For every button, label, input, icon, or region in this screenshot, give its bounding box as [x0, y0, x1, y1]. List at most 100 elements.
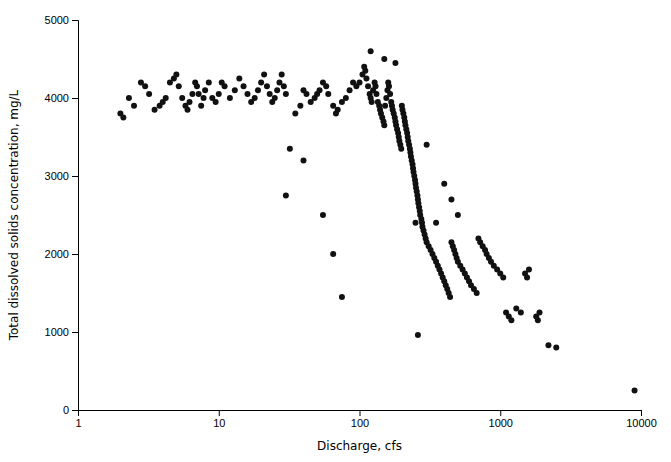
point [441, 181, 447, 187]
point [323, 83, 329, 89]
tick: 5000 [45, 14, 78, 26]
point [272, 95, 278, 101]
x-axis-title: Discharge, cfs [317, 439, 402, 453]
point [317, 87, 323, 93]
point [252, 95, 258, 101]
points [117, 48, 637, 393]
point [369, 99, 375, 105]
tick-label: 1 [75, 417, 81, 429]
point [553, 345, 559, 351]
tick-label: 0 [63, 404, 69, 416]
point [292, 111, 298, 117]
point [363, 76, 369, 82]
tick-mark [72, 98, 78, 99]
point [381, 122, 387, 128]
point [526, 267, 532, 273]
tick: 100 [351, 410, 369, 429]
point [201, 95, 207, 101]
point [381, 56, 387, 62]
point [508, 317, 514, 323]
tick: 1 [75, 410, 81, 429]
point [536, 310, 542, 316]
point [386, 83, 392, 89]
point [335, 107, 341, 113]
point [347, 87, 353, 93]
point [274, 87, 280, 93]
point [281, 83, 287, 89]
point [189, 91, 195, 97]
point [283, 91, 289, 97]
point [185, 107, 191, 113]
point [392, 60, 398, 66]
point [194, 83, 200, 89]
point [241, 83, 247, 89]
tick: 1000 [45, 326, 78, 338]
point [152, 107, 158, 113]
point [222, 83, 228, 89]
point [287, 146, 293, 152]
point [261, 72, 267, 78]
point [173, 72, 179, 78]
tick-mark [360, 410, 361, 416]
point [206, 79, 212, 85]
tick-label: 10 [213, 417, 225, 429]
axis-line [72, 21, 79, 411]
tick-label: 3000 [45, 170, 69, 182]
point [415, 332, 421, 338]
tick: 0 [63, 404, 78, 416]
point [187, 99, 193, 105]
point [387, 91, 393, 97]
point [339, 294, 345, 300]
point [244, 91, 250, 97]
tick-label: 5000 [45, 14, 69, 26]
point [202, 87, 208, 93]
point [365, 83, 371, 89]
tick: 10 [213, 410, 225, 429]
point [362, 68, 368, 74]
point [433, 220, 439, 226]
point [373, 91, 379, 97]
point [518, 310, 524, 316]
point [382, 103, 388, 109]
point [146, 91, 152, 97]
point [398, 146, 404, 152]
point [343, 95, 349, 101]
tick: 2000 [45, 248, 78, 260]
point [330, 103, 336, 109]
x-axis: 110100100010000 [75, 410, 656, 429]
point [255, 87, 261, 93]
point [320, 212, 326, 218]
tick-mark [72, 332, 78, 333]
tick-mark [72, 176, 78, 177]
point [179, 95, 185, 101]
point [373, 83, 379, 89]
point [216, 91, 222, 97]
point [198, 103, 204, 109]
point [163, 95, 169, 101]
tick: 4000 [45, 92, 78, 104]
tick-mark [500, 410, 501, 416]
point [232, 87, 238, 93]
tick-label: 1000 [45, 326, 69, 338]
tick-mark [72, 20, 78, 21]
tick-label: 4000 [45, 92, 69, 104]
point [300, 157, 306, 163]
tick: 10000 [626, 410, 657, 429]
point [283, 193, 289, 199]
point [120, 115, 126, 121]
point [413, 220, 419, 226]
point [213, 99, 219, 105]
point [258, 79, 264, 85]
point [368, 48, 374, 54]
tick-mark [219, 410, 220, 416]
point [424, 142, 430, 148]
point [632, 388, 638, 394]
plot-area: 110100100010000010002000300040005000 [45, 14, 657, 429]
tick-mark [72, 410, 78, 411]
point [131, 103, 137, 109]
point [227, 95, 233, 101]
point [236, 76, 242, 82]
point [279, 72, 285, 78]
axis-line [79, 411, 642, 417]
tick: 3000 [45, 170, 78, 182]
